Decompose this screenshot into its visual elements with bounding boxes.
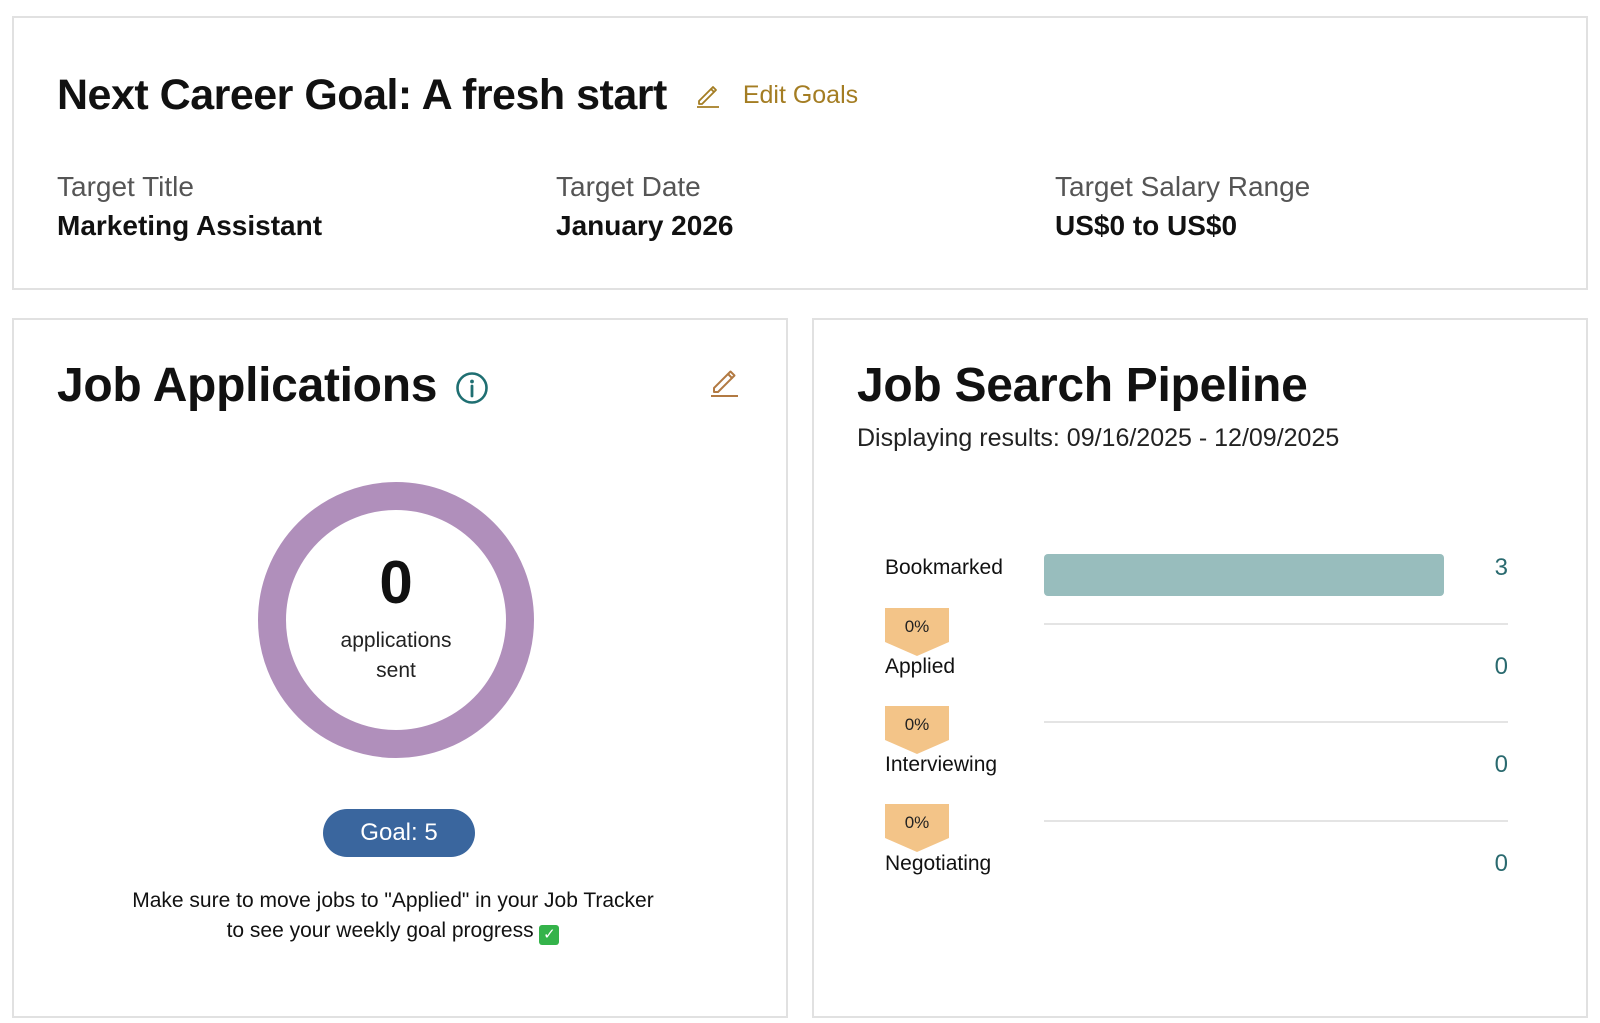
target-date-value: January 2026	[556, 210, 734, 241]
target-date-field: Target Date January 2026	[556, 170, 733, 243]
job-applications-header: Job Applications	[57, 358, 489, 413]
donut-center: 0 applications sent	[254, 478, 538, 762]
applications-count: 0	[379, 549, 413, 616]
conversion-badge: 0%	[885, 804, 949, 852]
applications-note-text: Make sure to move jobs to "Applied" in y…	[132, 889, 654, 942]
edit-applications-goal-button[interactable]	[708, 366, 740, 398]
target-date-label: Target Date	[556, 171, 701, 202]
pipeline-date-range: Displaying results: 09/16/2025 - 12/09/2…	[857, 424, 1340, 452]
stage-divider	[1044, 721, 1508, 723]
edit-goals-link[interactable]: Edit Goals	[695, 81, 858, 110]
stage-bar-bookmarked	[1044, 554, 1444, 596]
conversion-rate: 0%	[904, 715, 930, 734]
applications-note: Make sure to move jobs to "Applied" in y…	[124, 886, 662, 946]
career-goal-card: Next Career Goal: A fresh start Edit Goa…	[12, 16, 1588, 290]
job-applications-title: Job Applications	[57, 359, 438, 412]
stage-label-bookmarked: Bookmarked	[885, 556, 1003, 579]
stage-divider	[1044, 820, 1508, 822]
conversion-badge: 0%	[885, 706, 949, 754]
conversion-badge-shape	[885, 804, 949, 852]
stage-count-interviewing: 0	[1494, 751, 1508, 778]
target-salary-field: Target Salary Range US$0 to US$0	[1055, 170, 1310, 243]
stage-count-applied: 0	[1494, 653, 1508, 680]
conversion-rate: 0%	[904, 617, 930, 636]
stage-count-bookmarked: 3	[1494, 554, 1508, 581]
job-applications-card: Job Applications 0 applications sent Goa…	[12, 318, 788, 1018]
stage-label-negotiating: Negotiating	[885, 852, 992, 875]
edit-goals-label: Edit Goals	[742, 80, 859, 109]
conversion-badge-shape	[885, 608, 949, 656]
check-mark-icon: ✓	[539, 925, 560, 945]
conversion-rate: 0%	[904, 813, 930, 832]
goal-title: Next Career Goal: A fresh start	[57, 70, 667, 119]
goal-title-row: Next Career Goal: A fresh start Edit Goa…	[57, 70, 858, 120]
stage-label-applied: Applied	[885, 655, 956, 678]
target-salary-label: Target Salary Range	[1055, 171, 1311, 202]
stage-divider	[1044, 623, 1508, 625]
applications-count-label: applications sent	[340, 629, 452, 682]
pipeline-title: Job Search Pipeline	[857, 359, 1308, 412]
target-title-label: Target Title	[57, 171, 194, 202]
target-title-value: Marketing Assistant	[57, 210, 323, 241]
stage-count-negotiating: 0	[1494, 850, 1508, 877]
stage-label-interviewing: Interviewing	[885, 753, 998, 776]
target-title-field: Target Title Marketing Assistant	[57, 170, 322, 243]
conversion-badge-shape	[885, 706, 949, 754]
job-search-pipeline-card: Job Search Pipeline Displaying results: …	[812, 318, 1588, 1018]
applications-goal-badge: Goal: 5	[323, 809, 475, 857]
info-icon[interactable]	[455, 371, 489, 405]
progress-ring-track	[258, 482, 534, 758]
applications-progress-ring	[258, 482, 534, 758]
pencil-icon	[696, 86, 719, 108]
conversion-badge: 0%	[885, 608, 949, 656]
target-salary-value: US$0 to US$0	[1055, 210, 1238, 241]
